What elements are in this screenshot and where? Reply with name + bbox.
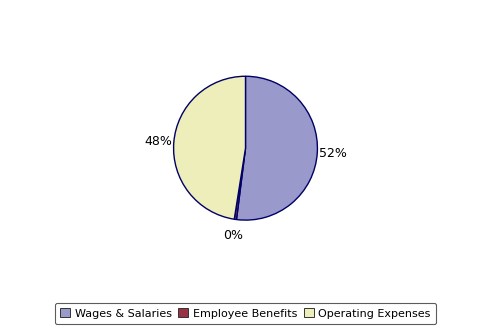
Wedge shape xyxy=(237,76,317,220)
Wedge shape xyxy=(234,148,246,219)
Text: 48%: 48% xyxy=(144,135,172,148)
Wedge shape xyxy=(174,76,246,219)
Legend: Wages & Salaries, Employee Benefits, Operating Expenses: Wages & Salaries, Employee Benefits, Ope… xyxy=(55,303,436,324)
Text: 52%: 52% xyxy=(319,147,347,160)
Text: 0%: 0% xyxy=(223,228,243,241)
